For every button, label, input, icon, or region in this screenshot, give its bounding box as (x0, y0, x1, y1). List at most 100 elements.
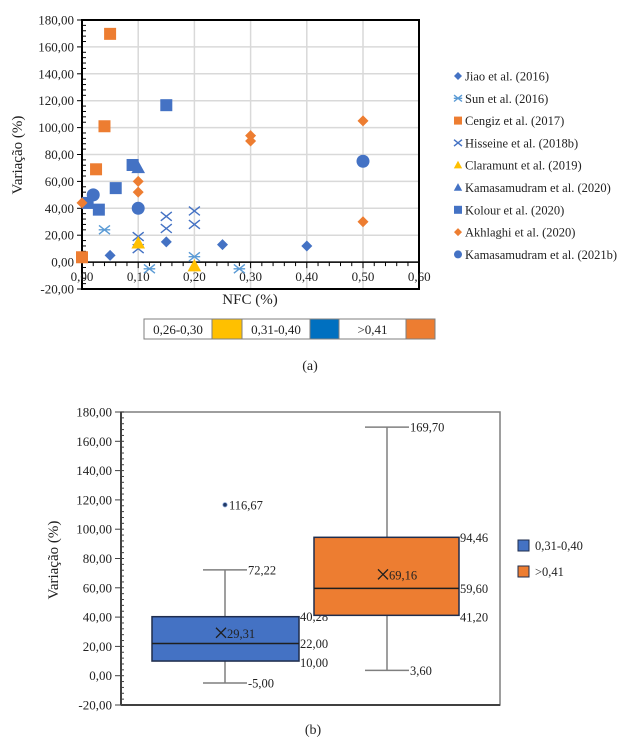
diamond-marker (245, 135, 257, 147)
triangle-marker (187, 258, 202, 272)
max-label: 72,22 (248, 563, 276, 577)
color-key-swatch (211, 318, 243, 340)
diamond-marker (217, 239, 228, 251)
data-point (132, 175, 144, 187)
color-key-label: >0,41 (357, 322, 387, 337)
data-point (132, 186, 144, 198)
boxes-b: 29,3172,22-5,0040,2822,0010,00116,6769,1… (151, 421, 488, 691)
triangle-marker (131, 236, 146, 249)
legend-item: Hisseine et al. (2018b) (453, 136, 578, 150)
scatter-chart-a: -20,000,0020,0040,0060,0080,00100,00120,… (10, 13, 617, 375)
max-label: 169,70 (410, 421, 444, 435)
square-marker (160, 99, 173, 112)
series-2 (76, 27, 117, 264)
square-marker (92, 203, 105, 216)
legend-label: Cengiz et al. (2017) (465, 114, 564, 128)
data-point (126, 158, 139, 171)
y-tick-label: 0,00 (89, 668, 112, 683)
data-point (217, 239, 228, 251)
legend-item: Kamasamudram et al. (2021b) (454, 248, 617, 262)
axes-a (77, 19, 419, 290)
x-tick-label: 0,60 (408, 269, 431, 284)
mean-marker-icon (377, 568, 389, 580)
data-point (301, 240, 313, 252)
diamond-marker (454, 72, 462, 80)
color-key-swatch (405, 318, 436, 340)
data-point (188, 251, 201, 262)
data-point (160, 99, 173, 112)
x-marker (188, 206, 201, 216)
circle-marker (86, 188, 100, 202)
series-6 (81, 99, 173, 216)
diamond-marker (454, 228, 462, 237)
y-tick-label: -20,00 (78, 698, 112, 713)
asterisk-marker (233, 263, 246, 274)
y-tick-label: 60,00 (83, 580, 112, 595)
legend-item: Cengiz et al. (2017) (454, 114, 564, 128)
square-marker (76, 251, 88, 264)
series-8 (86, 154, 370, 215)
data-point (98, 224, 111, 235)
data-point (187, 258, 202, 272)
legend-a: Jiao et al. (2016) Sun et al. (2016) Cengi… (453, 70, 617, 262)
caption-a: (a) (302, 359, 318, 374)
series-1 (98, 224, 246, 274)
x-tick-label: 0,40 (295, 269, 318, 284)
data-points-a (76, 27, 370, 274)
color-key-cell: 0,31-0,40 (241, 318, 311, 340)
y-tick-label: 180,00 (38, 13, 74, 28)
outlier-label: 116,67 (229, 498, 263, 512)
square-marker (126, 158, 139, 171)
y-tick-label: 80,00 (45, 147, 74, 162)
data-point (76, 197, 88, 209)
legend-label: Hisseine et al. (2018b) (465, 136, 578, 150)
y-tick-label: 160,00 (76, 434, 112, 449)
legend-label: >0,41 (535, 565, 564, 579)
data-point (131, 236, 146, 249)
legend-swatch (517, 565, 530, 578)
min-label: -5,00 (248, 677, 274, 691)
x-marker (453, 139, 463, 147)
data-point (90, 163, 103, 176)
color-key-swatch (309, 318, 340, 340)
data-point (98, 120, 111, 133)
legend-marker-icon (454, 72, 462, 80)
mean-marker-icon (215, 627, 227, 639)
legend-marker-icon (453, 183, 463, 191)
square-marker (454, 116, 462, 125)
box-chart-b: -20,00 0,00 20,00 40,00 60,00 80,00 100,00 120,… (46, 405, 583, 739)
x-marker (160, 211, 173, 222)
series-0 (104, 236, 313, 261)
y-tick-label: 40,00 (83, 610, 112, 625)
circle-marker (131, 201, 145, 215)
color-key-label: 0,31-0,40 (251, 322, 301, 337)
box-1: 69,16 169,70 3,60 94,46 59,60 41,20 (313, 421, 488, 678)
y-tick-label: 180,00 (76, 405, 112, 420)
color-key-label: 0,26-0,30 (153, 322, 203, 337)
data-point (160, 211, 173, 222)
y-tick-labels-a: -20,00 0,00 20,00 40,00 60,00 80,00 100,00 120,… (38, 13, 74, 297)
y-tick-label: 140,00 (38, 66, 74, 81)
data-point (160, 223, 173, 234)
legend-item: Sun et al. (2016) (453, 92, 548, 106)
diamond-marker (104, 249, 116, 261)
legend-b: 0,31-0,40 >0,41 (517, 539, 583, 579)
median-label: 59,60 (460, 582, 488, 596)
y-tick-label: 0,00 (51, 255, 74, 270)
legend-marker-icon (454, 228, 462, 237)
legend-marker-icon (453, 160, 463, 169)
asterisk-marker (453, 94, 463, 103)
data-point (109, 182, 122, 195)
series-4 (131, 236, 202, 272)
y-axis-title-a: Variação (%) (10, 116, 26, 195)
series-7 (76, 115, 369, 228)
legend-item: >0,41 (517, 565, 564, 579)
mean-label: 69,16 (389, 568, 417, 582)
legend-marker-icon (453, 139, 463, 147)
axes-b (115, 411, 500, 706)
iqr-box (313, 536, 460, 617)
x-tick-label: 0,50 (352, 269, 375, 284)
y-tick-label: 20,00 (83, 639, 112, 654)
